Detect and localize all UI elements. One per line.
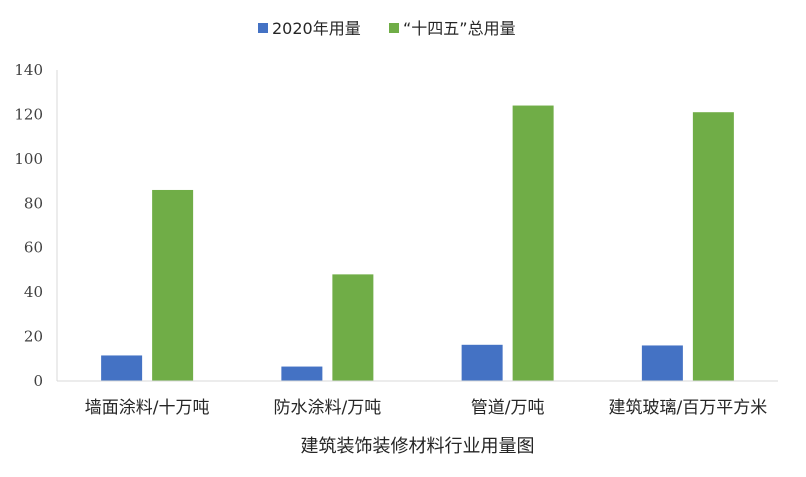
bar-series-2020 — [641, 345, 683, 381]
y-axis: 0 20 40 60 80 100 120 140 — [14, 61, 58, 390]
legend-entry-label: “十四五”总用量 — [403, 19, 516, 38]
x-axis: 墙面涂料/十万吨 防水涂料/万吨 管道/万吨 建筑玻璃/百万平方米 — [57, 380, 778, 418]
bars-group — [101, 105, 734, 382]
y-tick-label: 0 — [33, 372, 43, 390]
legend-entry-label: 2020年用量 — [272, 19, 361, 38]
bar-series-14th-plan — [692, 112, 734, 381]
legend-swatch — [389, 23, 399, 33]
x-category-label: 建筑玻璃/百万平方米 — [609, 398, 768, 418]
bar-series-14th-plan — [512, 105, 554, 382]
bar-series-14th-plan — [332, 274, 374, 381]
x-category-label: 防水涂料/万吨 — [274, 398, 382, 418]
legend-swatch — [258, 23, 268, 33]
bar-series-2020 — [281, 366, 323, 381]
y-tick-label: 60 — [24, 239, 43, 257]
y-tick-label: 20 — [24, 328, 43, 346]
y-tick-label: 140 — [14, 61, 43, 79]
bar-series-14th-plan — [152, 189, 194, 381]
y-tick-label: 80 — [24, 194, 43, 212]
legend: 2020年用量 “十四五”总用量 — [258, 19, 516, 38]
x-category-label: 墙面涂料/十万吨 — [85, 398, 210, 418]
y-tick-label: 40 — [24, 283, 43, 301]
bar-series-2020 — [101, 355, 143, 381]
y-tick-label: 120 — [14, 105, 43, 123]
y-tick-label: 100 — [14, 150, 43, 168]
bar-series-2020 — [461, 344, 503, 381]
x-category-label: 管道/万吨 — [471, 398, 545, 418]
x-axis-label: 建筑装饰装修材料行业用量图 — [301, 436, 535, 457]
